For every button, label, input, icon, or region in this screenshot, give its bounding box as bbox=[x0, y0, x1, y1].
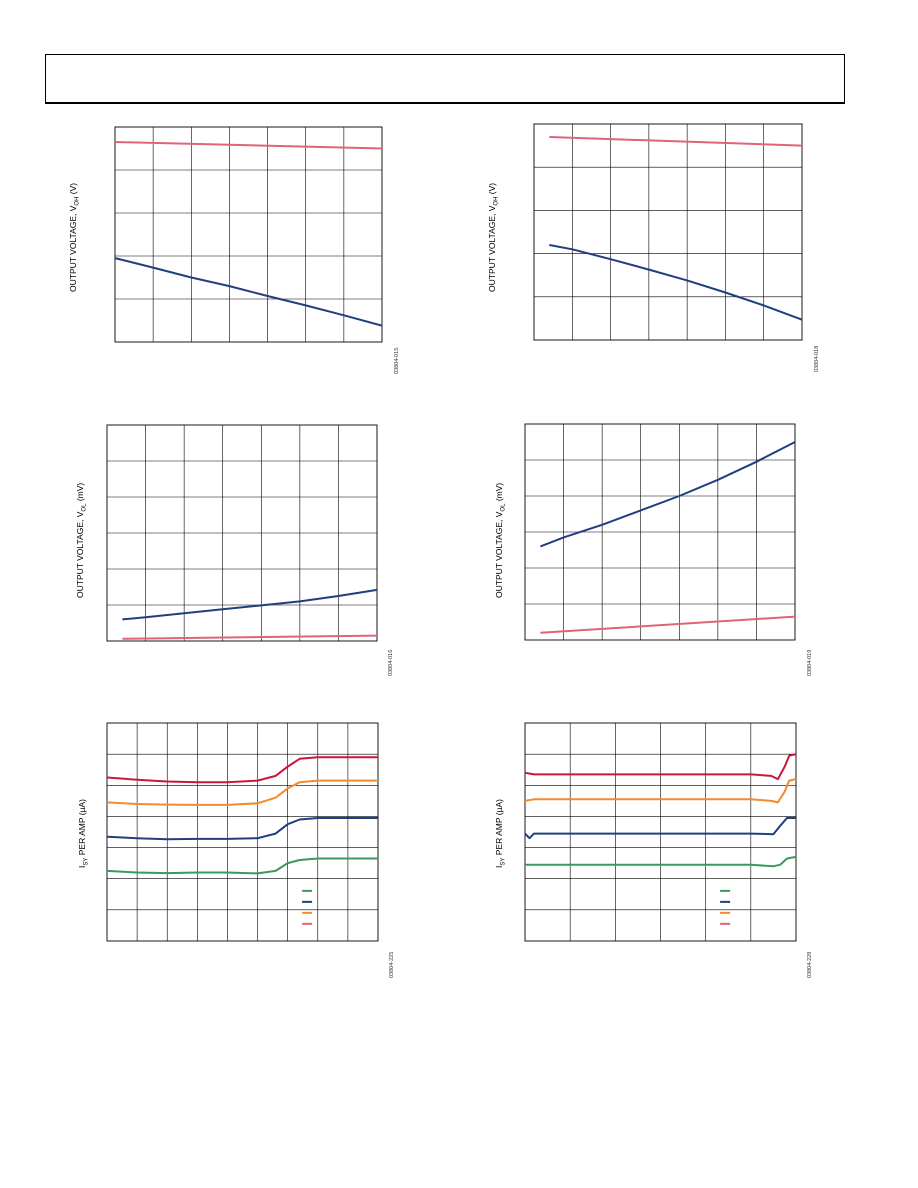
series-line-3 bbox=[524, 817, 796, 840]
series-line-2 bbox=[122, 588, 378, 621]
y-axis-label: ISY PER AMP (µA) bbox=[494, 799, 507, 868]
figure-id: 03804-228 bbox=[807, 951, 813, 978]
series-line-4 bbox=[106, 857, 378, 875]
series-line-4 bbox=[525, 855, 797, 868]
series-line-1 bbox=[114, 141, 383, 150]
series-line-2 bbox=[540, 441, 796, 548]
y-axis-label-unit: PER AMP (µA) bbox=[494, 799, 504, 858]
series-line-2 bbox=[524, 778, 797, 804]
plot-frame bbox=[114, 126, 383, 343]
series-line-2 bbox=[549, 244, 803, 321]
page-header-box bbox=[45, 54, 845, 104]
series-line-1 bbox=[549, 136, 803, 147]
series-line-2 bbox=[114, 257, 383, 327]
plot-frame bbox=[106, 722, 379, 942]
series-line-1 bbox=[106, 756, 378, 784]
series-line-1 bbox=[122, 634, 378, 640]
plot-frame bbox=[533, 123, 803, 341]
series-line-3 bbox=[106, 817, 378, 841]
series-line-1 bbox=[524, 753, 797, 781]
series-line-1 bbox=[540, 615, 796, 634]
y-axis-label-subscript: SY bbox=[500, 857, 507, 866]
series-line-2 bbox=[106, 779, 378, 806]
